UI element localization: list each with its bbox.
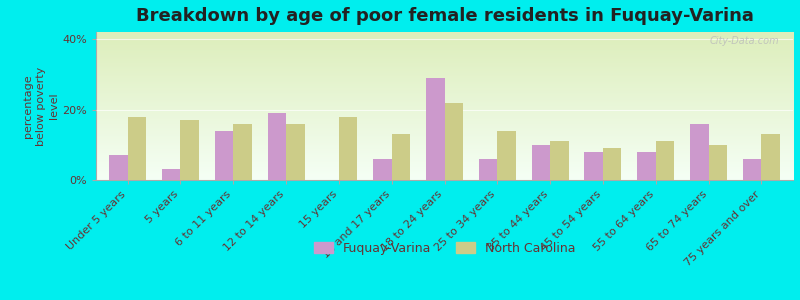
Bar [709, 145, 727, 180]
Bar [339, 117, 358, 180]
Text: City-Data.com: City-Data.com [710, 37, 779, 46]
Bar [585, 152, 603, 180]
Bar [656, 141, 674, 180]
Bar [498, 131, 516, 180]
Bar [268, 113, 286, 180]
Bar [532, 145, 550, 180]
Y-axis label: percentage
below poverty
level: percentage below poverty level [23, 66, 59, 146]
Bar [181, 120, 199, 180]
Legend: Fuquay-Varina, North Carolina: Fuquay-Varina, North Carolina [309, 237, 580, 260]
Bar [162, 169, 181, 180]
Bar [110, 155, 128, 180]
Bar [690, 124, 709, 180]
Bar [392, 134, 410, 180]
Bar [550, 141, 569, 180]
Title: Breakdown by age of poor female residents in Fuquay-Varina: Breakdown by age of poor female resident… [135, 7, 754, 25]
Bar [479, 159, 498, 180]
Bar [286, 124, 305, 180]
Bar [374, 159, 392, 180]
Bar [445, 103, 463, 180]
Bar [128, 117, 146, 180]
Bar [426, 78, 445, 180]
Bar [234, 124, 252, 180]
Bar [743, 159, 762, 180]
Bar [638, 152, 656, 180]
Bar [603, 148, 622, 180]
Bar [215, 131, 234, 180]
Bar [762, 134, 780, 180]
